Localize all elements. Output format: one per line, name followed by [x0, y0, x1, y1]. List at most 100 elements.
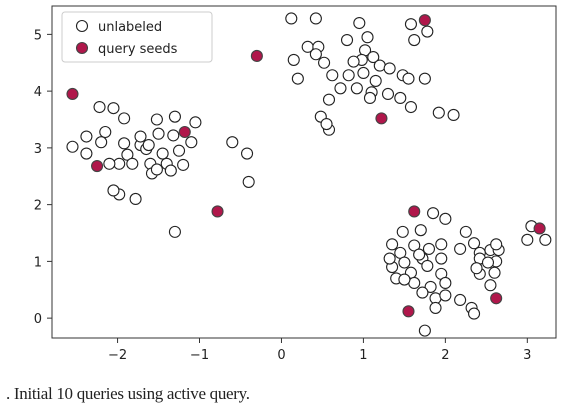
unlabeled-point [488, 266, 501, 279]
unlabeled-point [427, 207, 440, 220]
unlabeled-point [309, 12, 322, 25]
unlabeled-point [521, 233, 534, 246]
unlabeled-point [150, 163, 163, 176]
unlabeled-point [404, 100, 417, 114]
unlabeled-point [361, 31, 374, 44]
unlabeled-point [439, 276, 452, 290]
unlabeled-point [168, 225, 181, 238]
unlabeled-point [156, 147, 169, 160]
unlabeled-point [424, 280, 437, 293]
legend-label-query-seeds: query seeds [98, 42, 178, 57]
unlabeled-point [435, 238, 448, 251]
unlabeled-point [383, 62, 396, 75]
unlabeled-point [435, 252, 448, 265]
unlabeled-point [150, 113, 163, 126]
y-tick-label: 4 [34, 85, 42, 100]
legend-marker-query-seeds [75, 41, 89, 55]
y-tick-label: 1 [34, 255, 42, 270]
unlabeled-point [454, 293, 467, 307]
unlabeled-point [363, 91, 377, 104]
legend-label-unlabeled: unlabeled [98, 20, 162, 35]
legend-marker-unlabeled [75, 19, 89, 33]
unlabeled-point [285, 12, 298, 25]
unlabeled-point [367, 51, 380, 64]
x-tick-label: 3 [523, 348, 531, 363]
unlabeled-point [334, 82, 347, 95]
unlabeled-point [291, 72, 304, 85]
unlabeled-point [357, 66, 370, 80]
unlabeled-point [152, 127, 165, 140]
unlabeled-point [421, 25, 434, 38]
unlabeled-point [422, 242, 436, 255]
unlabeled-point [490, 238, 503, 251]
unlabeled-point [439, 289, 452, 302]
unlabeled-point [121, 148, 134, 161]
unlabeled-point [129, 192, 142, 206]
unlabeled-point [80, 147, 93, 160]
unlabeled-point [226, 136, 239, 149]
unlabeled-point [539, 233, 552, 246]
query-seed-point [250, 49, 263, 62]
unlabeled-point [95, 136, 108, 149]
unlabeled-point [326, 69, 339, 82]
unlabeled-point [107, 102, 120, 115]
unlabeled-point [459, 225, 472, 238]
unlabeled-point [416, 286, 429, 299]
unlabeled-point [467, 237, 481, 250]
unlabeled-point [189, 116, 202, 129]
y-tick-label: 5 [34, 28, 42, 43]
x-tick-label: 0 [277, 348, 285, 363]
series-unlabeled [66, 12, 552, 337]
unlabeled-point [118, 112, 131, 125]
query-seed-point [418, 14, 431, 27]
unlabeled-point [142, 138, 155, 152]
x-tick-label: 2 [441, 348, 449, 363]
unlabeled-point [398, 256, 411, 269]
unlabeled-point [429, 301, 442, 314]
unlabeled-point [404, 18, 417, 31]
unlabeled-point [454, 242, 467, 255]
unlabeled-point [381, 87, 395, 101]
unlabeled-point [402, 72, 415, 85]
unlabeled-point [413, 248, 426, 261]
unlabeled-point [347, 55, 360, 68]
unlabeled-point [467, 307, 481, 320]
legend: unlabeled query seeds [61, 11, 213, 63]
unlabeled-point [398, 273, 411, 286]
query-seed-point [91, 159, 104, 173]
unlabeled-point [447, 108, 460, 122]
unlabeled-point [421, 259, 434, 272]
unlabeled-point [118, 137, 131, 150]
unlabeled-point [342, 69, 355, 82]
unlabeled-point [134, 130, 147, 143]
unlabeled-point [418, 324, 431, 337]
query-seed-point [408, 205, 421, 218]
unlabeled-point [414, 224, 427, 237]
query-seed-point [490, 292, 503, 305]
unlabeled-point [481, 256, 495, 269]
unlabeled-point [322, 93, 336, 106]
unlabeled-point [309, 48, 322, 61]
series-query-seeds [66, 14, 546, 318]
unlabeled-point [369, 74, 382, 87]
unlabeled-point [408, 34, 421, 47]
unlabeled-point [103, 157, 116, 170]
unlabeled-point [66, 140, 79, 153]
legend-box [61, 11, 213, 63]
unlabeled-point [107, 184, 120, 197]
scatter-plot: −2 −1 0 1 2 3 0 1 2 3 4 5 unlabeled query seeds [34, 5, 557, 363]
unlabeled-point [418, 72, 431, 85]
unlabeled-point [185, 136, 198, 149]
unlabeled-point [340, 34, 354, 47]
axes: −2 −1 0 1 2 3 0 1 2 3 4 5 [34, 5, 557, 363]
unlabeled-point [396, 225, 409, 238]
unlabeled-point [168, 110, 181, 123]
query-seed-point [375, 112, 388, 125]
x-tick-label: 1 [359, 348, 367, 363]
unlabeled-point [470, 262, 483, 275]
query-seed-point [66, 87, 79, 101]
y-tick-label: 3 [34, 142, 42, 157]
unlabeled-point [99, 125, 112, 139]
unlabeled-point [177, 158, 190, 171]
unlabeled-point [167, 129, 180, 142]
